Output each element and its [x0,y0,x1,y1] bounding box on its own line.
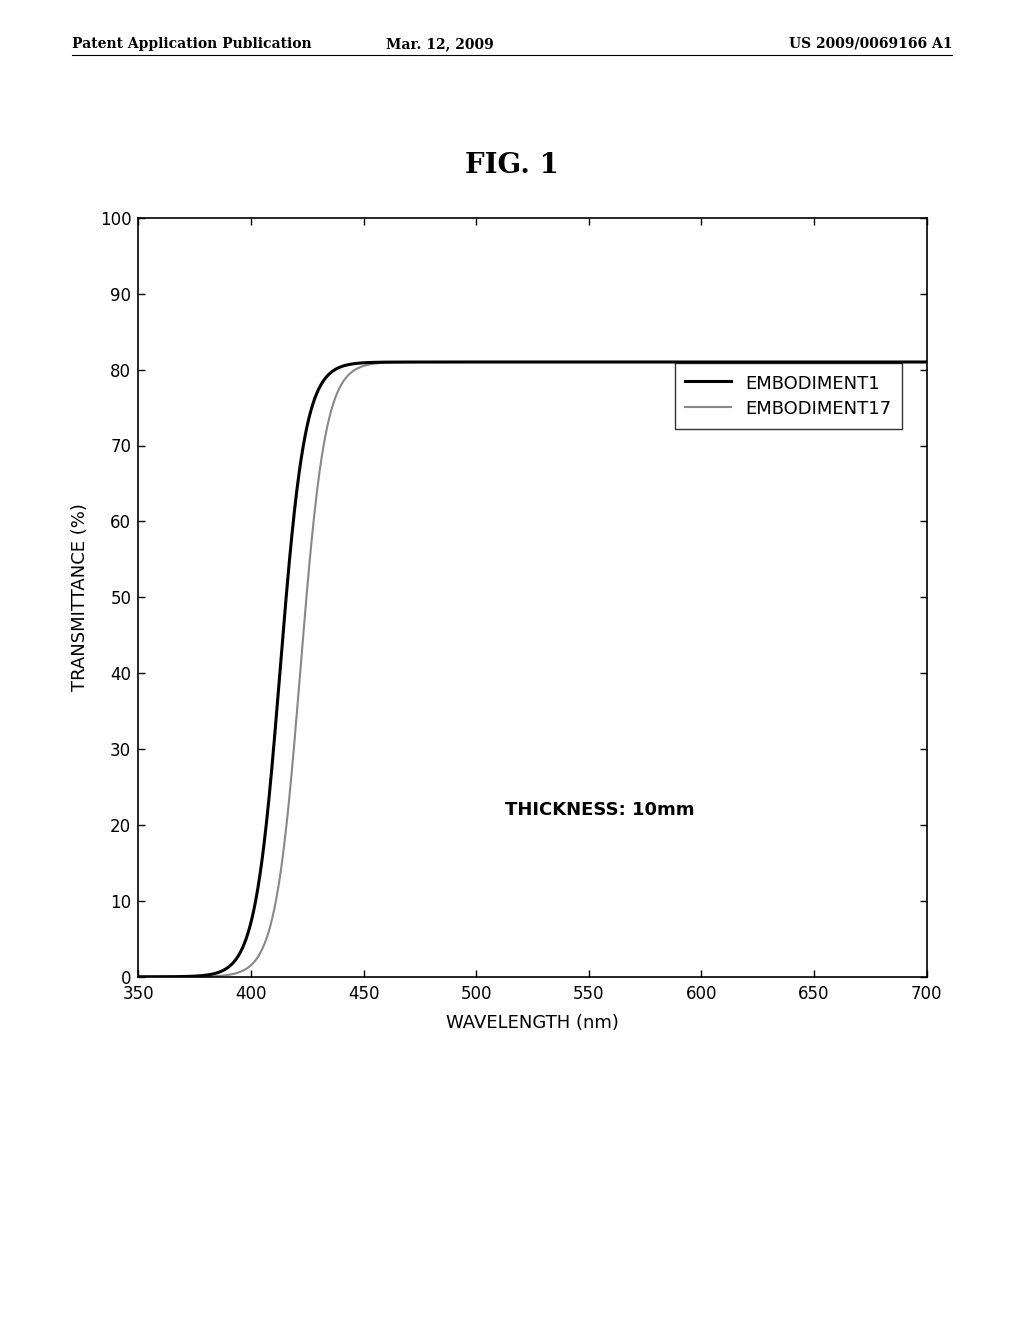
Text: US 2009/0069166 A1: US 2009/0069166 A1 [788,37,952,51]
Y-axis label: TRANSMITTANCE (%): TRANSMITTANCE (%) [71,503,88,692]
Text: FIG. 1: FIG. 1 [465,152,559,178]
X-axis label: WAVELENGTH (nm): WAVELENGTH (nm) [446,1014,618,1032]
Text: Patent Application Publication: Patent Application Publication [72,37,311,51]
Text: THICKNESS: 10mm: THICKNESS: 10mm [505,801,695,818]
Text: Mar. 12, 2009: Mar. 12, 2009 [386,37,495,51]
Legend: EMBODIMENT1, EMBODIMENT17: EMBODIMENT1, EMBODIMENT17 [675,363,902,429]
